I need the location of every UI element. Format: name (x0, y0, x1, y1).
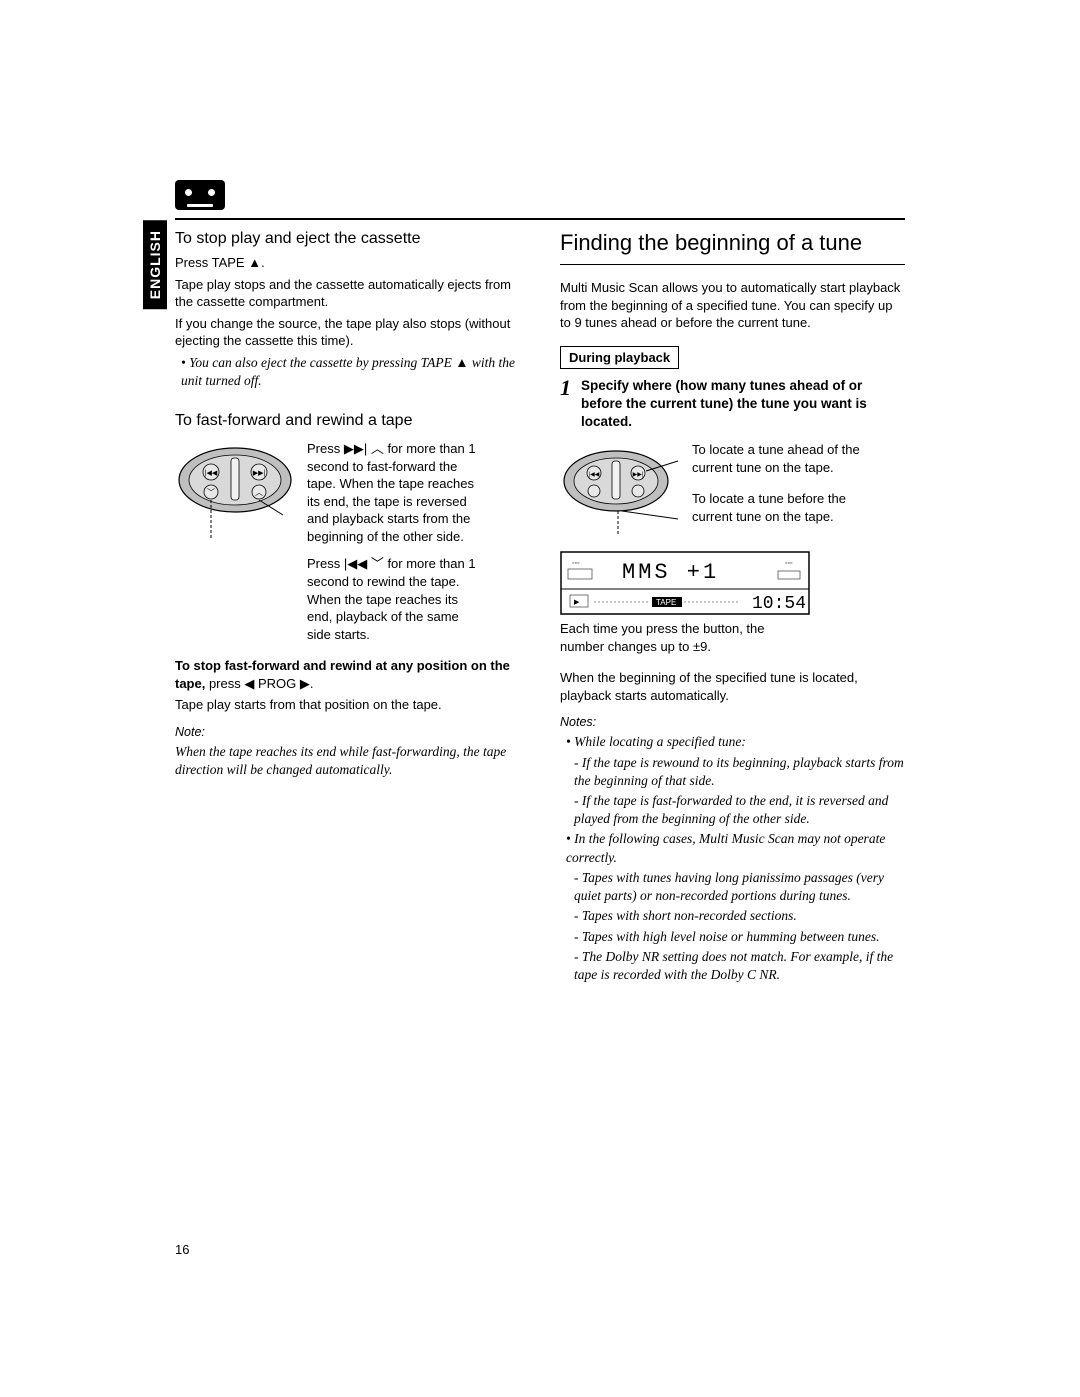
cassette-icon (175, 180, 225, 210)
text-locate-ahead: To locate a tune ahead of the current tu… (692, 441, 872, 476)
note-header-left: Note: (175, 724, 520, 741)
svg-text:▶: ▶ (574, 599, 580, 606)
svg-text:10:54: 10:54 (752, 594, 806, 614)
notes-header-right: Notes: (560, 714, 905, 731)
text-rewind: Press |◀◀ ﹀ for more than 1 second to re… (307, 555, 477, 643)
svg-text:TAPE: TAPE (656, 598, 676, 607)
svg-text:︿: ︿ (255, 488, 263, 497)
note-body-left: When the tape reaches its end while fast… (175, 743, 520, 779)
label-during-playback: During playback (560, 346, 679, 369)
step-number-1: 1 (560, 377, 571, 432)
left-column: To stop play and eject the cassette Pres… (175, 230, 520, 986)
text-stop-body1: Tape play stops and the cassette automat… (175, 276, 520, 311)
text-stop-ffrw-body: Tape play starts from that position on t… (175, 696, 520, 714)
text-fastforward: Press ▶▶| ︿ for more than 1 second to fa… (307, 440, 477, 545)
right-column: Finding the beginning of a tune Multi Mu… (560, 230, 905, 986)
lcd-display: MMS +1 ◦◦◦ ◦◦◦ ▶ TAPE 10:54 (560, 551, 810, 616)
text-intro: Multi Music Scan allows you to automatic… (560, 279, 905, 332)
notes-list: While locating a specified tune: If the … (560, 733, 905, 984)
heading-stop-eject: To stop play and eject the cassette (175, 230, 520, 248)
note-eject-off: You can also eject the cassette by press… (181, 354, 520, 390)
eject-icon: ▲ (248, 255, 261, 270)
language-tab: ENGLISH (143, 220, 167, 309)
svg-text:﹀: ﹀ (207, 488, 215, 497)
lcd-caption: Each time you press the button, the numb… (560, 620, 810, 655)
text-stop-ffrw: To stop fast-forward and rewind at any p… (175, 657, 520, 692)
step-1-text: Specify where (how many tunes ahead of o… (581, 377, 905, 432)
heading-finding-tune: Finding the beginning of a tune (560, 230, 905, 256)
text-press-tape: Press TAPE ▲. (175, 254, 520, 272)
text-stop-body2: If you change the source, the tape play … (175, 315, 520, 350)
svg-text:◦◦◦: ◦◦◦ (572, 560, 579, 567)
svg-text:MMS +1: MMS +1 (622, 560, 719, 585)
text-locate-before: To locate a tune before the current tune… (692, 490, 872, 525)
svg-text:▶▶|: ▶▶| (253, 470, 266, 477)
page-number: 16 (175, 1242, 189, 1257)
svg-text:|◀◀: |◀◀ (205, 470, 218, 477)
text-result: When the beginning of the specified tune… (560, 669, 905, 704)
svg-text:|◀◀: |◀◀ (589, 472, 600, 478)
svg-text:▶▶|: ▶▶| (633, 472, 644, 478)
button-panel-diagram-right: |◀◀ ▶▶| (560, 441, 680, 541)
svg-text:◦◦◦: ◦◦◦ (785, 560, 792, 567)
heading-rule (560, 264, 905, 265)
heading-ff-rewind: To fast-forward and rewind a tape (175, 412, 520, 430)
button-panel-diagram-left: |◀◀ ▶▶| ﹀ ︿ (175, 440, 295, 545)
top-rule (175, 218, 905, 220)
